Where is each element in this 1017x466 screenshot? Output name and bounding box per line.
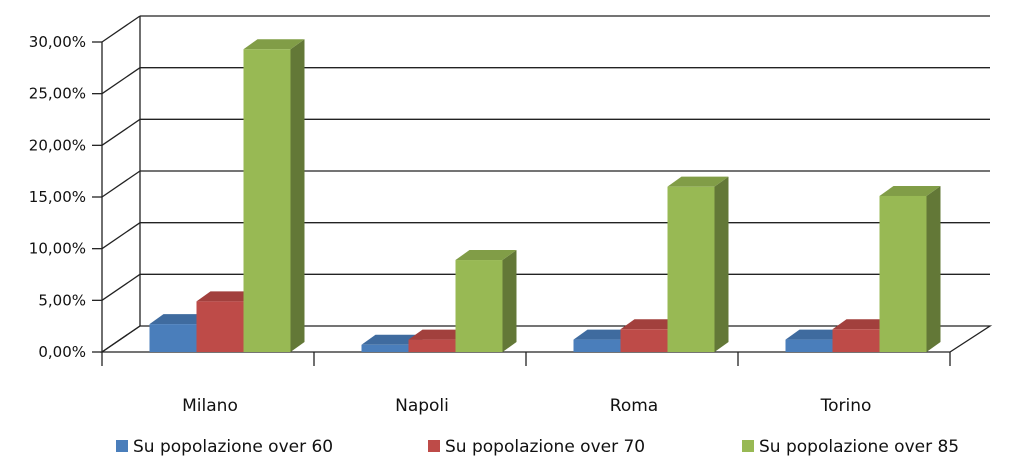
legend-swatch	[742, 440, 754, 452]
bar	[879, 185, 941, 352]
bar-top	[573, 329, 635, 340]
bar-front	[832, 329, 880, 352]
bar-top	[196, 291, 258, 302]
legend-item: Su popolazione over 85	[742, 437, 959, 457]
bar-top	[243, 39, 305, 50]
gridline-depth	[101, 118, 141, 146]
bar-top	[455, 250, 517, 261]
y-tick-label: 5,00%	[38, 291, 86, 309]
bar-top	[785, 329, 847, 340]
x-category-label: Milano	[182, 396, 238, 416]
x-axis-category-labels: Milano Napoli Roma Torino	[182, 396, 871, 416]
legend-swatch	[428, 440, 440, 452]
bar-top	[832, 319, 894, 330]
bar-front	[408, 339, 456, 352]
gridline-depth	[101, 222, 141, 250]
bars	[149, 39, 941, 352]
legend-label: Su popolazione over 70	[445, 437, 645, 457]
bar-front	[667, 186, 715, 352]
legend-item: Su popolazione over 60	[116, 437, 333, 457]
x-category-label: Torino	[820, 396, 872, 416]
bar-top	[620, 319, 682, 330]
x-category-label: Napoli	[395, 396, 449, 416]
bar-front	[620, 329, 668, 352]
bar-top	[361, 334, 423, 345]
bar-side	[502, 250, 517, 352]
y-tick-label: 20,00%	[29, 136, 86, 154]
y-tick-label: 15,00%	[29, 188, 86, 206]
bar-front	[243, 49, 291, 352]
legend: Su popolazione over 60 Su popolazione ove…	[116, 437, 959, 457]
legend-item: Su popolazione over 70	[428, 437, 645, 457]
legend-label: Su popolazione over 60	[133, 437, 333, 457]
bar-front	[361, 344, 409, 352]
bar	[243, 39, 305, 352]
bar-front	[573, 339, 621, 352]
bar-front	[785, 339, 833, 352]
bar-front	[149, 324, 197, 352]
y-tick-label: 0,00%	[38, 343, 86, 361]
bar-top	[879, 185, 941, 196]
gridline-depth	[101, 273, 141, 301]
bar-side	[714, 176, 729, 352]
bar-side	[926, 185, 941, 352]
y-tick-label: 30,00%	[29, 33, 86, 51]
bar-front	[455, 260, 503, 352]
bar-top	[408, 329, 470, 340]
bar-side	[290, 39, 305, 352]
gridline-depth	[101, 67, 141, 95]
gridline-depth	[101, 15, 141, 43]
bar-front	[879, 195, 927, 352]
x-category-label: Roma	[610, 396, 658, 416]
y-tick-label: 25,00%	[29, 85, 86, 103]
y-tick-label: 10,00%	[29, 240, 86, 258]
bar-top	[667, 176, 729, 187]
bar-top	[149, 314, 211, 325]
legend-label: Su popolazione over 85	[759, 437, 959, 457]
legend-swatch	[116, 440, 128, 452]
bar	[667, 176, 729, 352]
bar	[455, 250, 517, 352]
bar-front	[196, 301, 244, 352]
gridline-depth	[101, 170, 141, 198]
y-axis-tick-labels: 0,00% 5,00% 10,00% 15,00% 20,00% 25,00% 30,00%	[29, 33, 86, 361]
